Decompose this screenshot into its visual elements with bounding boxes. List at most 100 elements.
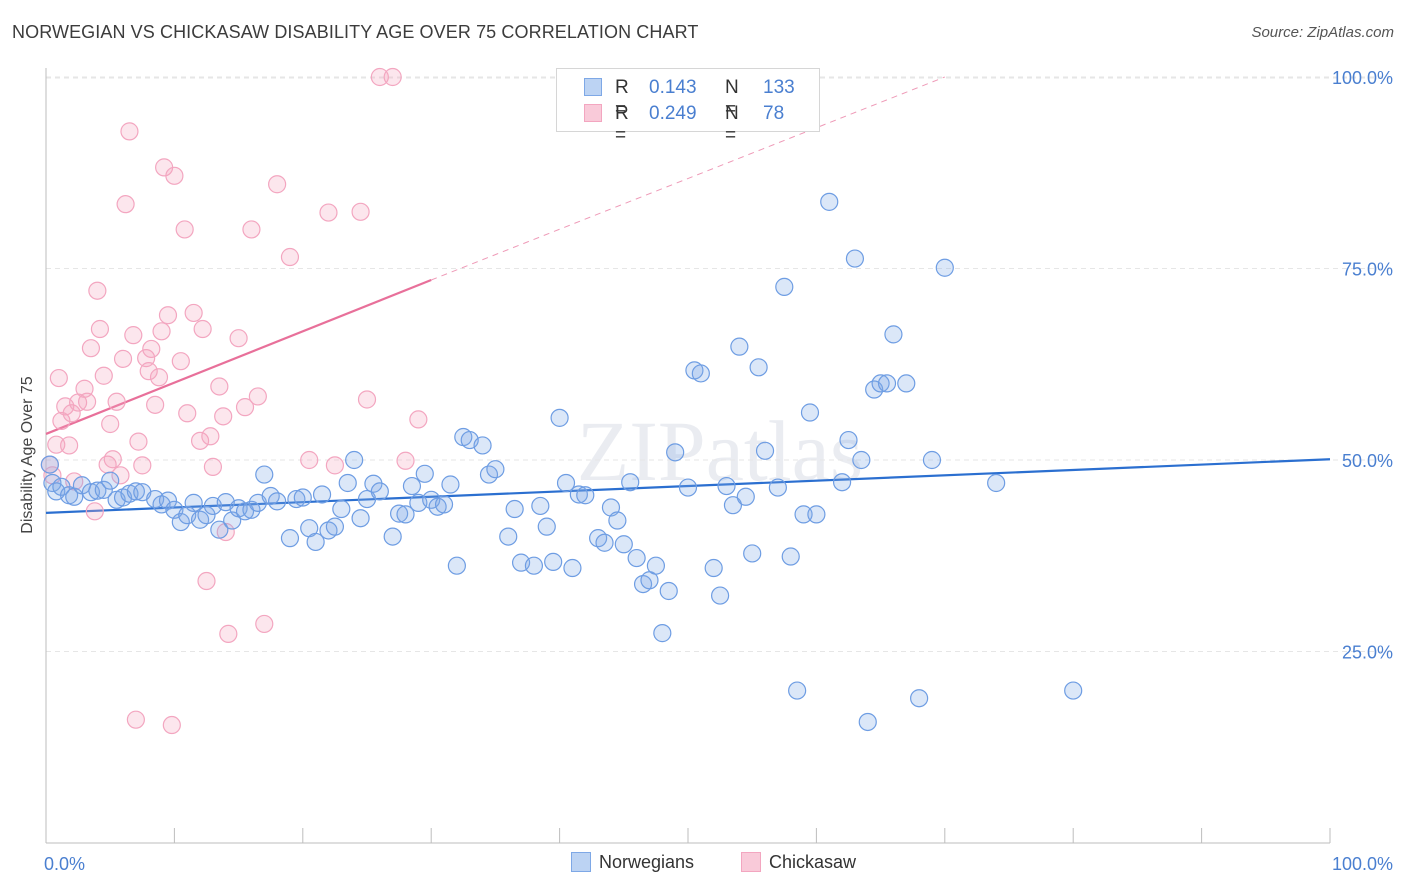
norwegian-point	[550, 408, 569, 427]
norwegian-point	[434, 495, 454, 514]
chickasaw-point	[103, 450, 122, 469]
norwegian-point	[922, 450, 942, 470]
norwegian-point	[242, 500, 261, 519]
chickasaw-point	[242, 220, 261, 239]
chickasaw-point	[193, 319, 212, 339]
chickasaw-point	[201, 427, 220, 446]
norwegian-point	[402, 476, 422, 496]
norwegian-point	[871, 374, 890, 393]
chickasaw-point	[52, 411, 71, 431]
chickasaw-point	[280, 247, 300, 267]
r-value: 0.143	[649, 77, 697, 98]
norwegian-point	[537, 517, 556, 536]
chickasaw-point	[197, 571, 216, 591]
norwegian-point	[749, 358, 768, 377]
chickasaw-point	[203, 457, 223, 476]
chickasaw-point	[300, 450, 319, 470]
chickasaw-point	[113, 349, 133, 368]
stats-legend: R = 0.143 N = 133 R = 0.249 N = 78	[556, 68, 820, 146]
norwegian-point	[235, 502, 255, 521]
chickasaw-point	[409, 410, 428, 429]
chickasaw-point	[229, 329, 248, 348]
chickasaw-point	[116, 195, 135, 214]
chickasaw-point	[214, 407, 233, 426]
chickasaw-point	[126, 710, 145, 729]
norwegian-point	[710, 586, 730, 605]
norwegian-point	[312, 485, 332, 504]
chickasaw-point	[62, 404, 81, 423]
norwegian-point	[158, 491, 178, 510]
norwegian-point	[544, 552, 563, 571]
norwegian-point	[987, 473, 1006, 493]
norwegians-trend-line	[45, 458, 1331, 514]
source-label: Source: ZipAtlas.com	[1251, 24, 1394, 41]
norwegian-point	[627, 548, 646, 568]
legend-item-norwegians: Norwegians	[571, 852, 694, 873]
chickasaw-point	[149, 368, 169, 387]
norwegian-point	[1064, 681, 1083, 700]
norwegian-point	[293, 488, 312, 507]
chickasaw-point	[124, 326, 143, 345]
chickasaw-point	[175, 220, 194, 239]
chickasaw-point	[111, 466, 130, 485]
x-tick-label: 100.0%	[1332, 854, 1393, 874]
chart-title: NORWEGIAN VS CHICKASAW DISABILITY AGE OV…	[12, 22, 699, 42]
legend-item-chickasaw: Chickasaw	[741, 852, 856, 873]
chickasaw-point	[351, 202, 370, 221]
norwegian-point	[736, 487, 755, 506]
chickasaw-point	[162, 715, 181, 735]
norwegian-point	[576, 486, 595, 505]
chickasaw-point	[383, 67, 402, 87]
norwegian-point	[43, 473, 62, 493]
norwegian-point	[486, 460, 505, 479]
norwegian-point	[287, 489, 306, 509]
norwegian-point	[691, 364, 710, 383]
chickasaw-point	[165, 166, 184, 185]
chickasaw-point	[120, 122, 139, 141]
norwegian-point	[614, 535, 633, 554]
chickasaw-point	[357, 390, 377, 409]
norwegian-point	[325, 517, 344, 536]
norwegian-point	[845, 249, 865, 268]
norwegian-point	[499, 527, 518, 546]
n-value: 78	[763, 103, 785, 124]
norwegian-point	[447, 556, 466, 575]
chickasaw-point	[88, 281, 107, 300]
norwegian-point	[858, 712, 877, 732]
norwegian-point	[659, 581, 678, 601]
n-label: N =	[725, 103, 739, 146]
norwegian-point	[441, 475, 460, 494]
chickasaw-point	[146, 395, 165, 414]
chickasaw-point	[101, 414, 120, 434]
chickasaw-point	[77, 392, 97, 411]
norwegian-point	[351, 509, 370, 528]
chickasaw-swatch	[584, 104, 602, 122]
chickasaw-point	[81, 339, 101, 358]
norwegian-point	[807, 505, 826, 524]
norwegian-point	[897, 374, 916, 393]
norwegian-point	[94, 480, 113, 499]
norwegian-point	[338, 473, 357, 493]
norwegian-point	[88, 481, 107, 500]
norwegian-point	[280, 529, 300, 548]
chickasaw-point	[370, 67, 389, 87]
norwegian-point	[556, 473, 576, 493]
chickasaw-point	[142, 339, 161, 359]
norwegian-point	[390, 504, 409, 523]
norwegian-point	[171, 512, 190, 532]
norwegian-point	[788, 681, 807, 700]
chickasaw-point	[219, 624, 238, 643]
chickasaw-point	[139, 362, 158, 381]
r-value: 0.249	[649, 103, 697, 124]
chickasaw-point	[90, 319, 110, 339]
n-value: 133	[763, 77, 795, 98]
norwegian-point	[781, 547, 800, 566]
norwegian-point	[884, 325, 903, 344]
chickasaw-point	[47, 435, 66, 454]
chickasaw-point	[178, 404, 197, 423]
norwegian-point	[608, 511, 627, 530]
norwegian-point	[704, 558, 723, 578]
norwegian-point	[723, 496, 743, 515]
norwegian-point	[268, 492, 287, 511]
